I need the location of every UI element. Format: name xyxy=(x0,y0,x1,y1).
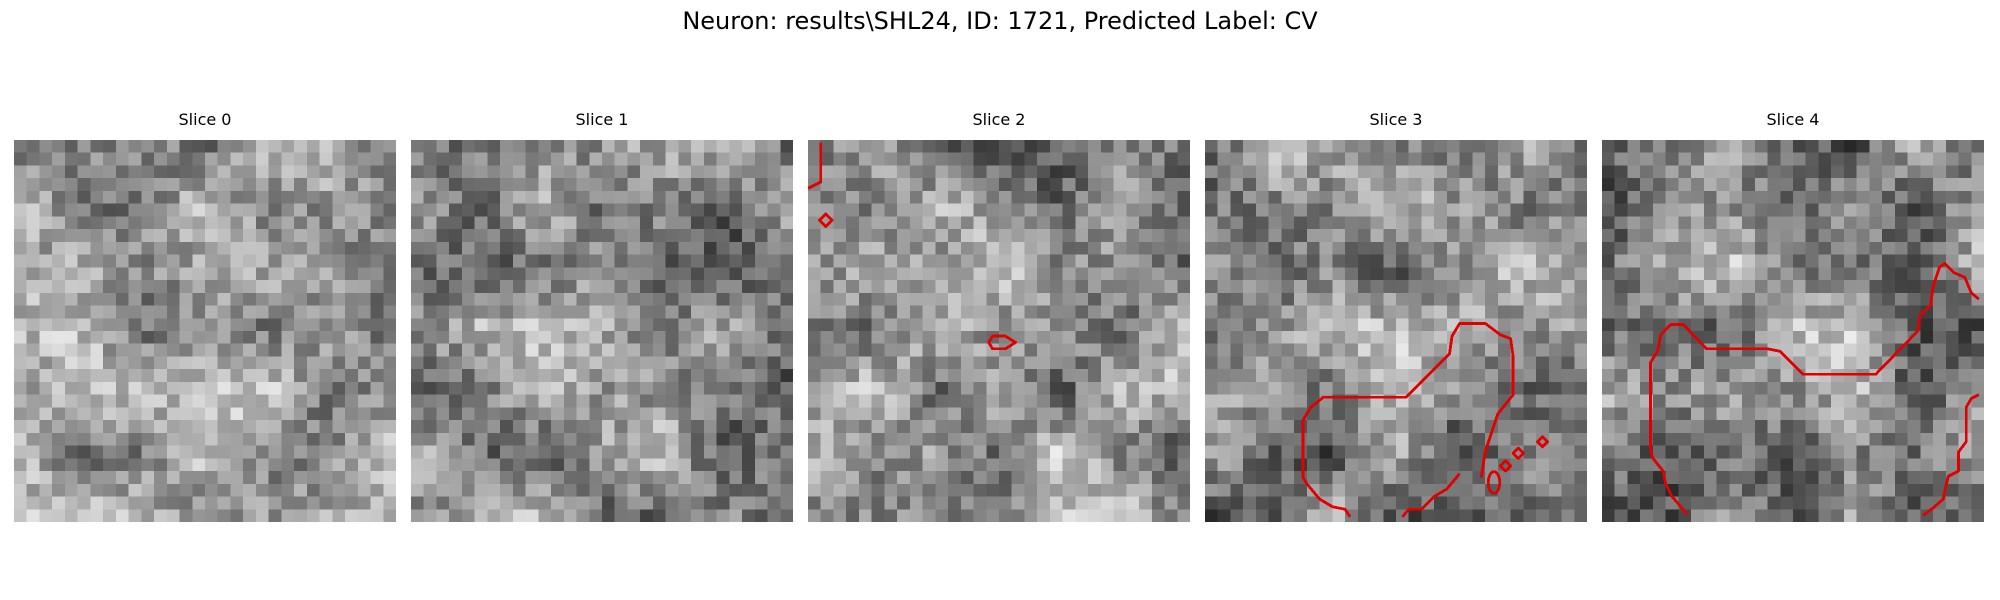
slice-image-4 xyxy=(1602,140,1984,522)
contour-line xyxy=(1511,446,1525,460)
contour-overlay xyxy=(808,142,1017,351)
slice-image-3 xyxy=(1205,140,1587,522)
slice-panel-2: Slice 2 xyxy=(808,110,1190,522)
slice-title: Slice 3 xyxy=(1369,110,1423,129)
contour-line xyxy=(1648,262,1980,516)
slice-panel-0: Slice 0 xyxy=(14,110,396,522)
figure-title: Neuron: results\SHL24, ID: 1721, Predict… xyxy=(682,7,1318,35)
contour-line xyxy=(1301,321,1515,518)
contour-line xyxy=(1401,472,1461,518)
slice-panel-4: Slice 4 xyxy=(1602,110,1984,522)
contour-overlay xyxy=(1648,262,1980,517)
contour-line xyxy=(818,212,834,228)
slice-panel-3: Slice 3 xyxy=(1205,110,1587,522)
slice-panel-1: Slice 1 xyxy=(411,110,793,522)
contour-line xyxy=(1535,435,1549,449)
contour-line xyxy=(1486,470,1502,495)
contour-line xyxy=(987,334,1017,351)
contour-overlay xyxy=(1301,321,1549,518)
contour-line xyxy=(808,142,823,190)
slice-title: Slice 4 xyxy=(1766,110,1820,129)
slice-image-2 xyxy=(808,140,1190,522)
slice-image-0 xyxy=(14,140,396,522)
contour-line xyxy=(1499,459,1513,473)
slice-title: Slice 0 xyxy=(178,110,232,129)
slice-image-1 xyxy=(411,140,793,522)
slice-title: Slice 2 xyxy=(972,110,1026,129)
contour-line xyxy=(1922,393,1980,517)
slice-title: Slice 1 xyxy=(575,110,629,129)
